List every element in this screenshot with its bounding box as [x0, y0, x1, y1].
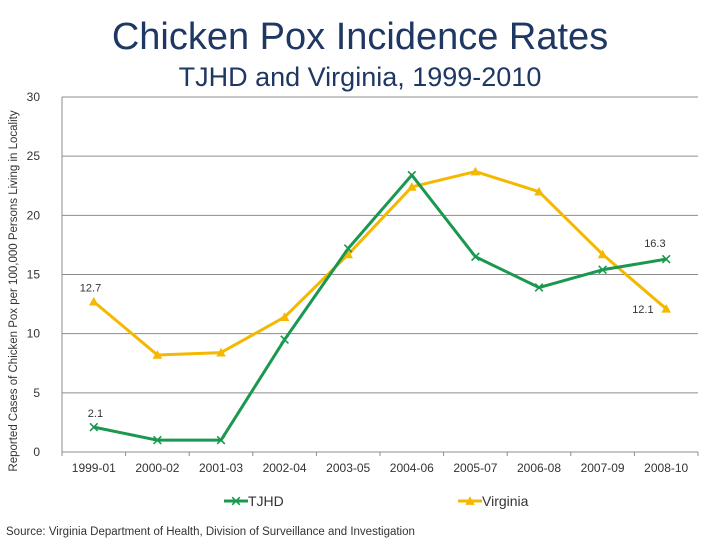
point-virginia-2006-08: [534, 186, 544, 196]
x-tick-label-1999-01: 1999-01: [72, 461, 116, 475]
legend-marker-tjhd: [231, 496, 241, 506]
x-tick-label-2001-03: 2001-03: [199, 461, 243, 475]
point-tjhd-2000-02-stroke-b: [153, 435, 162, 445]
legend-item-tjhd: TJHD: [224, 493, 284, 509]
y-tick-label-0: 0: [33, 445, 40, 459]
point-virginia-1999-01: [89, 296, 99, 306]
point-tjhd-2002-04-stroke-b: [280, 335, 289, 344]
point-tjhd-2001-03-stroke-b: [216, 435, 226, 445]
y-tick-label-10: 10: [27, 327, 41, 341]
point-tjhd-1999-01-stroke-b: [89, 422, 99, 432]
y-tick-label-20: 20: [27, 208, 41, 222]
legend: TJHD Virginia: [224, 493, 529, 509]
series-line-virginia: [92, 170, 668, 357]
data-labels: 2.1 16.3 12.7 12.1: [80, 238, 666, 420]
point-tjhd-2007-09: [598, 265, 607, 275]
source-note: Source: Virginia Department of Health, D…: [6, 526, 415, 538]
point-tjhd-2008-10-stroke-b: [661, 254, 671, 264]
point-virginia-2000-02: [152, 350, 163, 359]
x-tick-label-2002-04: 2002-04: [263, 461, 307, 475]
point-tjhd-2002-04: [280, 335, 289, 344]
data-label-virginia-9: 12.1: [632, 304, 653, 316]
chart-subtitle: TJHD and Virginia, 1999-2010: [178, 62, 542, 92]
data-label-tjhd-9: 16.3: [644, 238, 665, 250]
series-line-tjhd: [93, 173, 667, 442]
series-layer: [89, 166, 671, 445]
y-tick-label-5: 5: [33, 386, 40, 400]
x-tick-label-2003-05: 2003-05: [326, 461, 370, 475]
point-tjhd-2007-09-stroke-b: [598, 265, 607, 275]
point-tjhd-2003-05: [343, 244, 353, 253]
point-virginia-2005-07: [470, 166, 481, 176]
x-tick-label-2004-06: 2004-06: [390, 461, 434, 475]
data-label-virginia-0: 12.7: [80, 283, 101, 295]
point-tjhd-2005-07: [471, 252, 480, 262]
legend-label-virginia: Virginia: [482, 493, 529, 509]
point-tjhd-2006-08: [534, 283, 544, 292]
axes: 0 5 10 15 20 25 30 1999-01 2000-02 2001-03 2002-04…: [27, 90, 699, 475]
point-tjhd-2008-10: [661, 254, 671, 264]
point-tjhd-2000-02: [153, 435, 162, 445]
gridlines: [62, 96, 698, 394]
point-tjhd-2004-06: [407, 170, 417, 180]
point-virginia-2003-05: [343, 249, 353, 259]
point-tjhd-2004-06-stroke-b: [407, 170, 417, 180]
point-tjhd-1999-01: [89, 422, 99, 432]
chart-title: Chicken Pox Incidence Rates: [111, 16, 609, 58]
x-tick-label-2005-07: 2005-07: [453, 461, 497, 475]
legend-label-tjhd: TJHD: [248, 493, 284, 509]
point-tjhd-2003-05-stroke-b: [343, 244, 353, 253]
y-tick-label-25: 25: [27, 149, 41, 163]
point-virginia-2001-03: [216, 347, 226, 357]
y-tick-label-15: 15: [27, 268, 41, 282]
point-tjhd-2006-08-stroke-b: [534, 283, 544, 292]
x-tick-label-2007-09: 2007-09: [581, 461, 625, 475]
legend-marker-virginia: [465, 496, 475, 505]
x-tick-label-2000-02: 2000-02: [135, 461, 179, 475]
legend-item-virginia: Virginia: [458, 493, 529, 509]
x-tick-label-2006-08: 2006-08: [517, 461, 561, 475]
legend-marker-tjhd-stroke-b: [231, 496, 241, 506]
y-tick-label-30: 30: [27, 90, 41, 104]
point-tjhd-2001-03: [216, 435, 226, 445]
point-virginia-2007-09: [597, 249, 608, 259]
point-virginia-2008-10: [661, 304, 671, 313]
point-virginia-2002-04: [279, 312, 290, 321]
data-label-tjhd-0: 2.1: [88, 408, 103, 420]
point-virginia-2004-06: [407, 182, 417, 191]
point-tjhd-2005-07-stroke-b: [471, 252, 480, 262]
x-tick-label-2008-10: 2008-10: [644, 461, 688, 475]
